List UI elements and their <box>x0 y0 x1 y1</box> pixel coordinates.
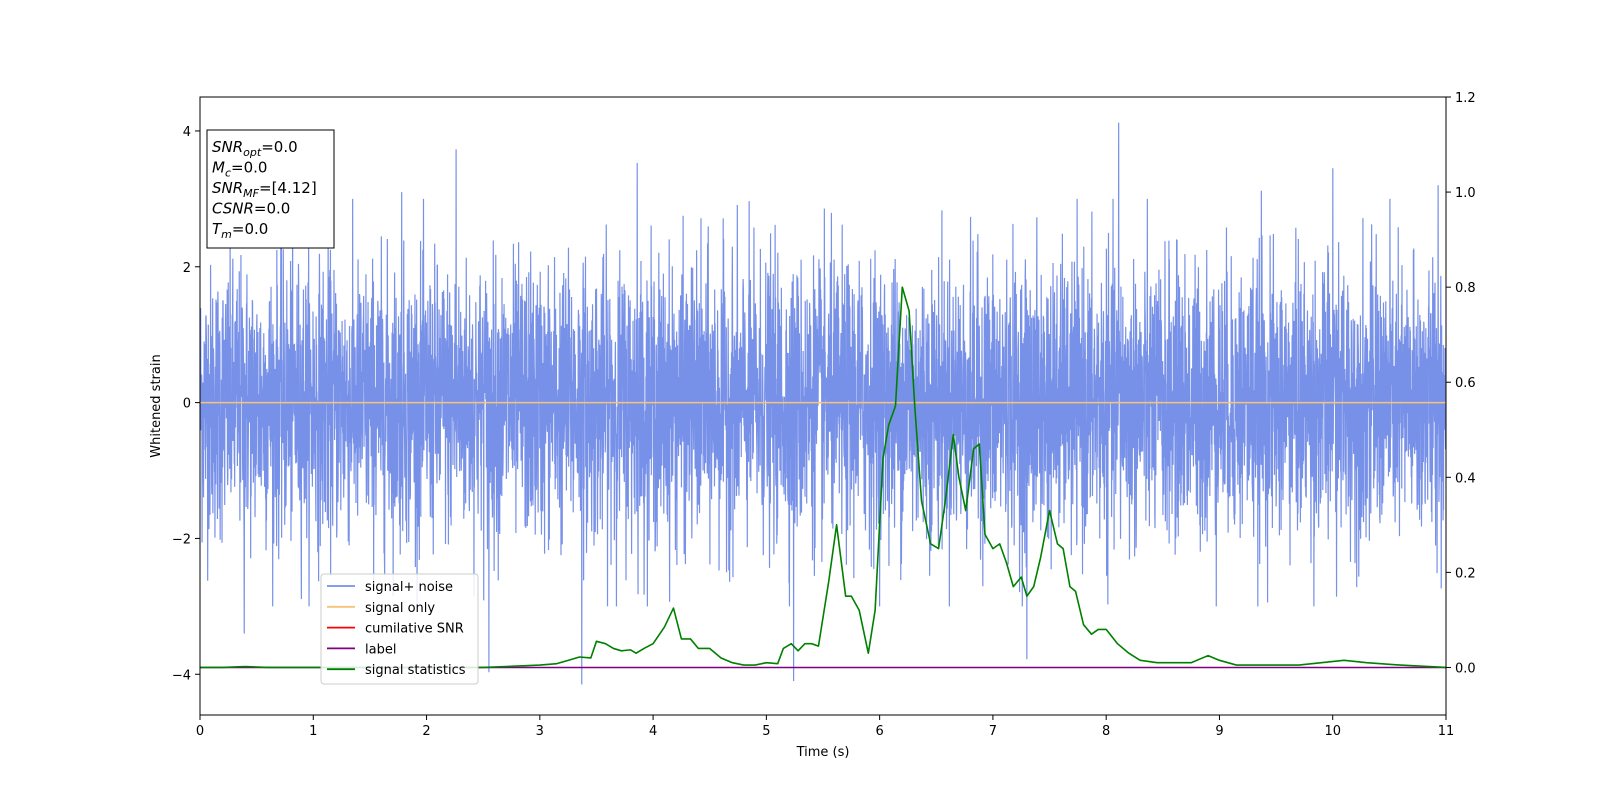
y-left-tick-label: 0 <box>183 397 191 412</box>
info-box-line: Mc=0.0 <box>212 159 267 180</box>
signal-noise-series <box>200 122 1446 685</box>
y-right-tick-label: 1.0 <box>1455 186 1476 201</box>
axes: 0 1 2 3 4 5 6 7 8 9 10 11 4 2 0 −2 −4 1.2 1.0 0.8 0.6 0.4 0.2 0… <box>172 91 1476 739</box>
legend-entry: signal statistics <box>365 663 466 678</box>
y-left-tick-label: 2 <box>183 261 191 276</box>
y-right-tick-label: 0.6 <box>1455 376 1476 391</box>
x-tick-label: 5 <box>762 724 770 739</box>
x-tick-label: 9 <box>1215 724 1223 739</box>
signal-noise-line <box>200 122 1446 685</box>
info-box-line: Tm=0.0 <box>212 220 268 241</box>
x-tick-label: 6 <box>875 724 883 739</box>
y-left-tick-label: 4 <box>183 125 191 140</box>
y-left-tick-label: −4 <box>172 668 191 683</box>
legend-entry: cumilative SNR <box>365 622 464 637</box>
legend-entry: signal+ noise <box>365 580 453 595</box>
signal-statistics-line <box>200 286 1446 669</box>
legend-entry: label <box>365 642 396 657</box>
info-box-line: CSNR=0.0 <box>212 200 290 218</box>
x-tick-label: 10 <box>1324 724 1341 739</box>
legend-entry: signal only <box>365 601 435 616</box>
info-box-frame <box>206 129 335 249</box>
y-right-tick-label: 1.2 <box>1455 91 1476 106</box>
y-right-tick-label: 0.8 <box>1455 281 1476 296</box>
x-tick-label: 2 <box>422 724 430 739</box>
y-left-tick-label: −2 <box>172 532 191 547</box>
x-axis-label: Time (s) <box>796 745 850 760</box>
legend: signal+ noise signal only cumilative SNR la… <box>320 573 479 685</box>
x-tick-label: 11 <box>1438 724 1455 739</box>
x-tick-label: 0 <box>196 724 204 739</box>
plot-frame <box>199 96 1447 716</box>
x-tick-label: 3 <box>536 724 544 739</box>
x-tick-label: 8 <box>1102 724 1110 739</box>
y-right-tick-label: 0.0 <box>1455 661 1476 676</box>
info-box-line: SNRopt=0.0 <box>212 138 298 159</box>
info-box-line: SNRMF=[4.12] <box>212 179 317 200</box>
y-right-tick-label: 0.4 <box>1455 471 1476 486</box>
x-tick-label: 4 <box>649 724 657 739</box>
legend-frame <box>320 573 479 685</box>
x-tick-label: 7 <box>989 724 997 739</box>
y-axis-label: Whitened strain <box>149 354 164 457</box>
x-tick-label: 1 <box>309 724 317 739</box>
y-right-tick-label: 0.2 <box>1455 566 1476 581</box>
